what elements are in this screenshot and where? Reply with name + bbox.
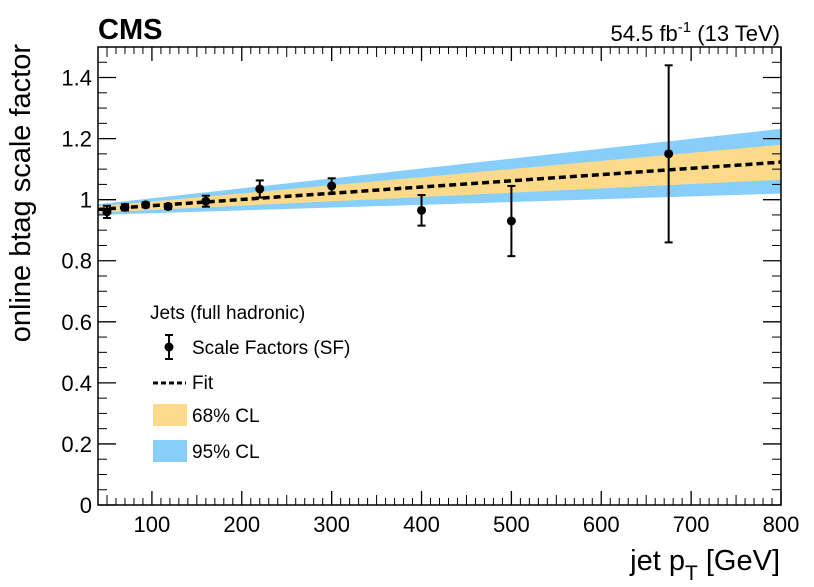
data-point-6 [327, 177, 337, 195]
data-point-5 [255, 179, 265, 199]
x-tick-label: 300 [313, 512, 350, 537]
fit-line-group [97, 160, 782, 212]
data-point-2 [141, 200, 151, 210]
point-marker [120, 202, 130, 212]
legend-label-68cl: 68% CL [192, 406, 260, 427]
y-tick-label: 0 [80, 493, 92, 518]
legend-swatch-95cl [153, 440, 187, 462]
fit-line [97, 160, 782, 212]
cms-label: CMS [98, 14, 162, 46]
data-point-7 [417, 194, 427, 227]
point-marker [102, 207, 112, 217]
x-tick-label: 600 [583, 512, 620, 537]
x-tick-label: 400 [403, 512, 440, 537]
point-marker [163, 201, 173, 211]
luminosity-label: 54.5 fb-1 (13 TeV) [611, 19, 780, 46]
x-tick-label: 500 [493, 512, 530, 537]
point-marker [327, 181, 337, 191]
point-marker [141, 200, 151, 210]
band-68cl [98, 144, 781, 213]
y-tick-label: 1.2 [61, 127, 92, 152]
legend-marker-dot [164, 342, 174, 352]
legend-label-sf: Scale Factors (SF) [192, 338, 350, 359]
data-point-0 [102, 204, 112, 219]
data-point-4 [201, 194, 211, 208]
data-point-1 [120, 202, 130, 212]
scale-factor-points [102, 64, 674, 258]
data-point-9 [664, 64, 674, 244]
y-tick-label: 0.2 [61, 432, 92, 457]
x-tick-label: 800 [763, 512, 800, 537]
legend-label-95cl: 95% CL [192, 442, 260, 463]
data-point-8 [506, 184, 516, 258]
legend-title: Jets (full hadronic) [150, 303, 305, 324]
point-marker [417, 205, 427, 215]
point-marker [255, 184, 265, 194]
x-tick-label: 700 [673, 512, 710, 537]
x-axis-title: jet pT [GeV] [629, 545, 780, 585]
plot-frame [97, 46, 782, 506]
data-point-3 [163, 201, 173, 211]
legend: Jets (full hadronic) Scale Factors (SF) … [150, 303, 350, 463]
x-tick-label: 100 [134, 512, 171, 537]
y-tick-label: 0.6 [61, 310, 92, 335]
axes [97, 46, 782, 506]
y-tick-label: 0.8 [61, 249, 92, 274]
y-tick-label: 1 [80, 188, 92, 213]
point-marker [506, 216, 516, 226]
y-axis-title: online btag scale factor [5, 44, 37, 343]
y-tick-label: 0.4 [61, 371, 92, 396]
confidence-bands [98, 128, 781, 215]
point-marker [201, 196, 211, 206]
y-tick-label: 1.4 [61, 66, 92, 91]
ticks: 100 200 300 400 500 600 700 800 0 0.2 0.4 0.6 0.8 1 1.… [61, 47, 799, 537]
legend-swatch-68cl [153, 404, 187, 426]
point-marker [664, 149, 674, 159]
legend-label-fit: Fit [192, 373, 214, 394]
x-tick-label: 200 [223, 512, 260, 537]
